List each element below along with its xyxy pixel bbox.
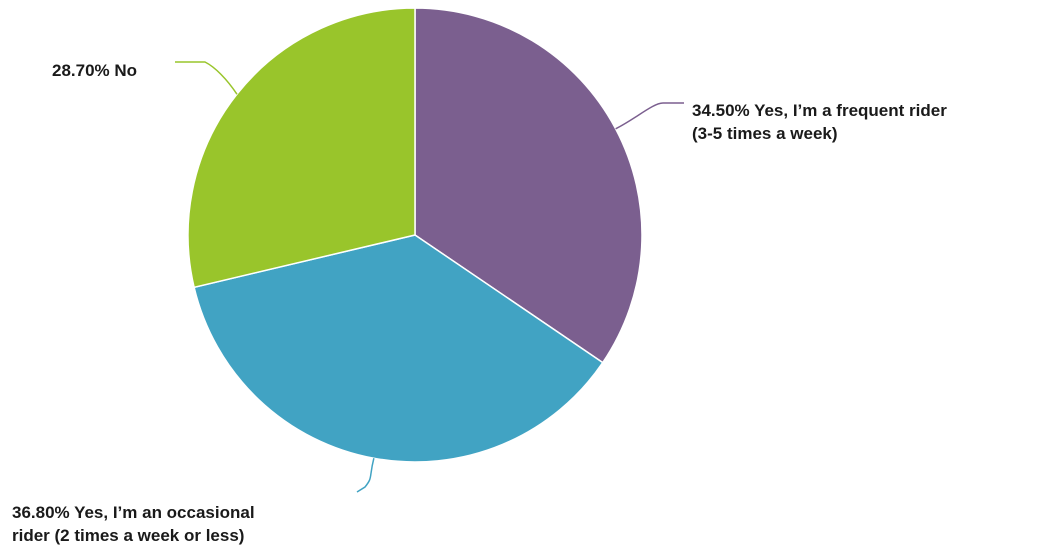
slice-label-line: 28.70% No (52, 61, 137, 80)
slice-label-1: 34.50% Yes, I’m a frequent rider (3-5 tim… (692, 101, 947, 143)
pie-slice-3 (187, 7, 416, 289)
pie-slice-1 (414, 7, 643, 364)
slice-label-line: 34.50% Yes, I’m a frequent rider (692, 101, 947, 120)
leader-line-2 (356, 458, 375, 493)
leader-line-3 (175, 61, 238, 95)
pie-slice-2 (193, 234, 604, 463)
leader-lines (175, 61, 684, 493)
slice-label-3: 28.70% No (52, 61, 137, 80)
slice-label-2: 36.80% Yes, I’m an occasional rider (2 ti… (12, 503, 255, 545)
slice-label-line: 36.80% Yes, I’m an occasional (12, 503, 255, 522)
leader-line-1 (615, 102, 684, 130)
slice-labels: 34.50% Yes, I’m a frequent rider (3-5 tim… (12, 61, 947, 545)
slice-label-line: (3-5 times a week) (692, 124, 838, 143)
pie-slices (187, 7, 643, 463)
slice-label-line: rider (2 times a week or less) (12, 526, 244, 545)
